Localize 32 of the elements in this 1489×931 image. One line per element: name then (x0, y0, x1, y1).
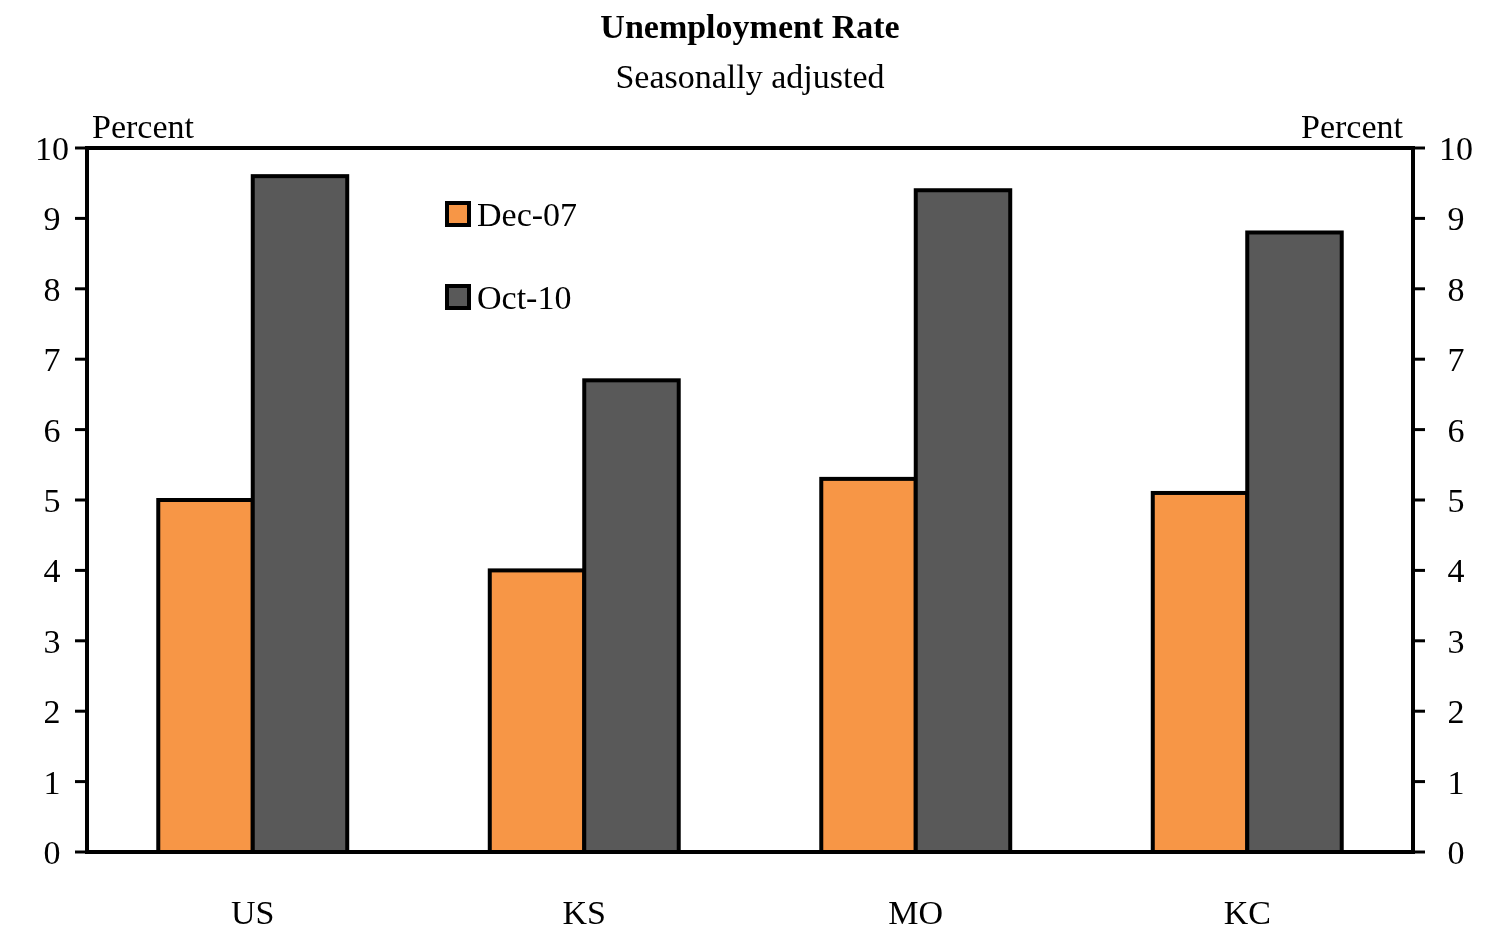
y-axis-title: Percent (92, 108, 195, 145)
y2-tick-label: 1 (1447, 763, 1465, 801)
y2-axis-title: Percent (1301, 108, 1404, 145)
x-tick-label: KC (1223, 894, 1271, 931)
y-tick-label: 4 (43, 552, 61, 590)
y-tick-label: 8 (43, 270, 61, 308)
x-tick-label: MO (888, 894, 944, 931)
y2-tick-label: 4 (1447, 552, 1465, 590)
y-tick-label: 1 (43, 763, 61, 801)
y2-tick-label: 9 (1447, 200, 1465, 238)
y-tick-label: 10 (35, 129, 69, 167)
y2-tick-label: 6 (1447, 411, 1465, 449)
legend-label: Dec-07 (477, 195, 578, 233)
legend-label: Oct-10 (477, 278, 572, 316)
y2-tick-label: 3 (1447, 622, 1465, 660)
y-tick-label: 2 (43, 693, 61, 731)
y2-tick-label: 2 (1447, 693, 1465, 731)
y-tick-label: 9 (43, 200, 61, 238)
chart-title: Unemployment Rate (600, 8, 900, 45)
y2-tick-label: 5 (1447, 481, 1465, 519)
y-tick-label: 5 (43, 481, 61, 519)
y2-tick-label: 0 (1447, 833, 1465, 871)
y-tick-label: 6 (43, 411, 61, 449)
x-tick-label: KS (562, 894, 606, 931)
x-tick-label: US (231, 894, 275, 931)
y-tick-label: 3 (43, 622, 61, 660)
y-tick-label: 0 (43, 833, 61, 871)
y2-tick-label: 7 (1447, 341, 1465, 379)
chart-subtitle: Seasonally adjusted (615, 58, 885, 95)
y2-tick-label: 10 (1439, 129, 1473, 167)
y2-tick-label: 8 (1447, 270, 1465, 308)
y-tick-label: 7 (43, 341, 61, 379)
